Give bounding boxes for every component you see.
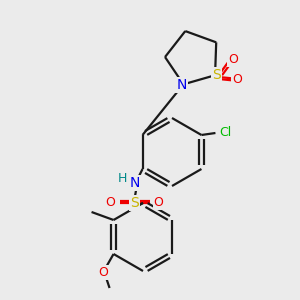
Text: O: O (154, 196, 164, 208)
Text: H: H (118, 172, 127, 185)
Text: O: O (106, 196, 116, 208)
Text: S: S (212, 68, 220, 82)
Text: N: N (129, 176, 140, 190)
Text: O: O (99, 266, 109, 278)
Text: Cl: Cl (219, 127, 232, 140)
Text: S: S (130, 196, 139, 210)
Text: N: N (176, 78, 187, 92)
Text: O: O (232, 73, 242, 86)
Text: O: O (228, 53, 238, 66)
